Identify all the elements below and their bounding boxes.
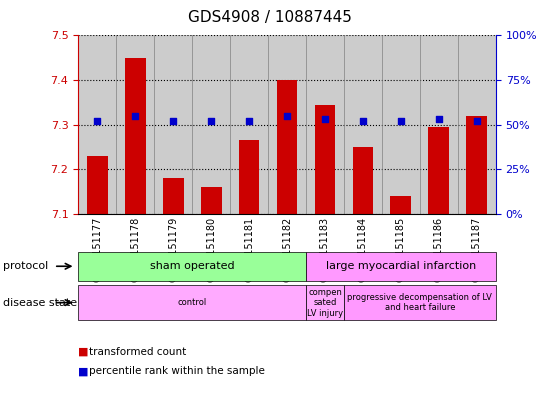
Bar <box>239 140 259 214</box>
Text: percentile rank within the sample: percentile rank within the sample <box>89 366 265 376</box>
Text: disease state: disease state <box>3 298 77 308</box>
Text: control: control <box>177 298 206 307</box>
Bar <box>201 187 222 214</box>
Bar <box>429 127 450 214</box>
Text: ■: ■ <box>78 366 88 376</box>
Bar <box>390 196 411 214</box>
Text: progressive decompensation of LV
and heart failure: progressive decompensation of LV and hea… <box>348 293 492 312</box>
Point <box>358 118 367 124</box>
Text: compen
sated
LV injury: compen sated LV injury <box>307 288 343 318</box>
Point <box>397 118 405 124</box>
Text: sham operated: sham operated <box>150 261 234 271</box>
Bar <box>125 58 146 214</box>
Point <box>434 116 443 123</box>
Bar <box>353 147 374 214</box>
Point <box>321 116 329 123</box>
Text: transformed count: transformed count <box>89 347 186 357</box>
Point <box>207 118 216 124</box>
Bar <box>163 178 184 214</box>
Text: large myocardial infarction: large myocardial infarction <box>326 261 476 271</box>
Point <box>131 113 140 119</box>
Point <box>282 113 291 119</box>
Point <box>473 118 481 124</box>
Text: GDS4908 / 10887445: GDS4908 / 10887445 <box>188 10 351 25</box>
Text: ■: ■ <box>78 347 88 357</box>
Point <box>245 118 253 124</box>
Point <box>93 118 101 124</box>
Text: protocol: protocol <box>3 261 48 271</box>
Bar <box>466 116 487 214</box>
Bar <box>87 156 108 214</box>
Bar <box>315 105 335 214</box>
Point <box>169 118 177 124</box>
Bar <box>277 80 298 214</box>
